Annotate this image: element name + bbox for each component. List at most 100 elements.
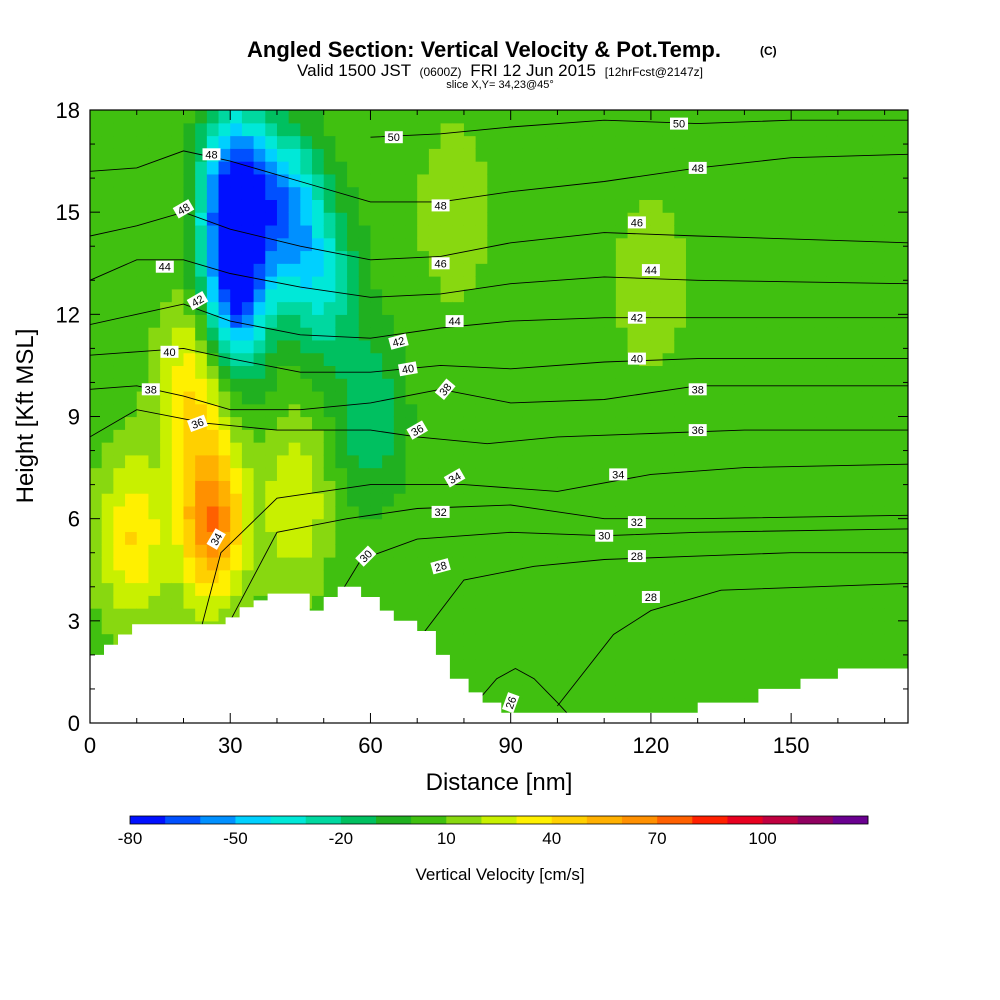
velocity-cell (826, 544, 839, 558)
velocity-cell (872, 339, 886, 354)
velocity-cell (230, 505, 243, 520)
velocity-cell (90, 403, 103, 418)
velocity-cell (674, 505, 687, 520)
velocity-cell (814, 365, 827, 379)
velocity-cell (615, 493, 629, 507)
velocity-cell (230, 378, 243, 392)
velocity-cell (604, 582, 617, 596)
velocity-cell (615, 237, 629, 252)
velocity-cell (685, 518, 699, 533)
velocity-cell (101, 365, 114, 379)
velocity-cell (534, 480, 547, 494)
velocity-cell (826, 390, 839, 405)
colorbar-swatch (551, 816, 588, 824)
velocity-cell (405, 224, 418, 239)
velocity-cell (370, 288, 383, 303)
velocity-cell (569, 148, 582, 162)
velocity-cell (732, 467, 745, 481)
velocity-cell (417, 378, 430, 392)
velocity-cell (662, 518, 675, 533)
velocity-cell (639, 199, 652, 213)
velocity-cell (650, 339, 664, 354)
velocity-cell (300, 301, 313, 315)
velocity-cell (697, 327, 710, 341)
velocity-cell (370, 122, 383, 137)
velocity-cell (674, 608, 687, 622)
velocity-cell (627, 378, 640, 392)
velocity-cell (417, 365, 430, 379)
velocity-cell (101, 110, 114, 124)
velocity-cell (405, 544, 418, 558)
velocity-cell (814, 633, 827, 647)
velocity-cell (545, 518, 559, 533)
velocity-cell (826, 442, 839, 456)
velocity-cell (837, 212, 851, 226)
contour-label: 26 (501, 692, 520, 714)
velocity-cell (218, 429, 231, 443)
velocity-cell (732, 237, 745, 252)
velocity-cell (195, 403, 208, 418)
velocity-cell (171, 237, 185, 252)
velocity-cell (791, 595, 804, 609)
contour-label-bg (443, 468, 466, 488)
velocity-cell (160, 135, 173, 149)
velocity-cell (452, 110, 465, 124)
velocity-cell (312, 314, 325, 328)
velocity-cell (452, 569, 465, 584)
velocity-cell (136, 556, 150, 571)
velocity-cell (884, 199, 897, 213)
velocity-cell (90, 288, 103, 303)
velocity-cell (393, 582, 407, 596)
velocity-cell (744, 199, 757, 213)
velocity-cell (802, 620, 816, 635)
velocity-cell (732, 671, 745, 686)
velocity-cell (802, 582, 816, 596)
velocity-cell (650, 480, 664, 494)
velocity-cell (347, 569, 360, 584)
velocity-cell (113, 531, 126, 545)
velocity-cell (499, 122, 512, 137)
contour-label-text: 26 (504, 695, 519, 711)
velocity-cell (615, 442, 629, 456)
velocity-cell (499, 301, 512, 315)
velocity-cell (732, 454, 745, 469)
velocity-cell (627, 595, 640, 609)
velocity-cell (697, 339, 710, 354)
velocity-cell (183, 493, 196, 507)
velocity-cell (861, 224, 874, 239)
velocity-cell (136, 416, 150, 430)
velocity-cell (393, 301, 407, 315)
velocity-cell (335, 544, 348, 558)
velocity-cell (288, 429, 301, 443)
velocity-cell (569, 352, 582, 367)
velocity-cell (323, 480, 336, 494)
velocity-cell (312, 416, 325, 430)
velocity-cell (534, 505, 547, 520)
velocity-cell (884, 122, 897, 137)
velocity-cell (241, 339, 255, 354)
velocity-cell (604, 595, 617, 609)
velocity-cell (428, 339, 442, 354)
velocity-cell (499, 493, 512, 507)
velocity-cell (650, 671, 664, 686)
velocity-cell (358, 173, 372, 188)
velocity-cell (440, 148, 453, 162)
velocity-cell (101, 620, 114, 635)
velocity-cell (253, 224, 266, 239)
velocity-cell (721, 403, 734, 418)
velocity-cell (510, 518, 523, 533)
velocity-cell (218, 135, 231, 149)
velocity-cell (148, 224, 161, 239)
velocity-cell (849, 582, 862, 596)
velocity-cell (160, 518, 173, 533)
velocity-cell (779, 416, 792, 430)
velocity-cell (849, 390, 862, 405)
velocity-cell (463, 442, 477, 456)
colorbar (129, 815, 869, 825)
velocity-cell (510, 467, 523, 481)
velocity-cell (148, 250, 161, 264)
velocity-cell (826, 480, 839, 494)
velocity-cell (195, 365, 208, 379)
velocity-cell (323, 582, 336, 596)
velocity-cell (510, 173, 523, 188)
